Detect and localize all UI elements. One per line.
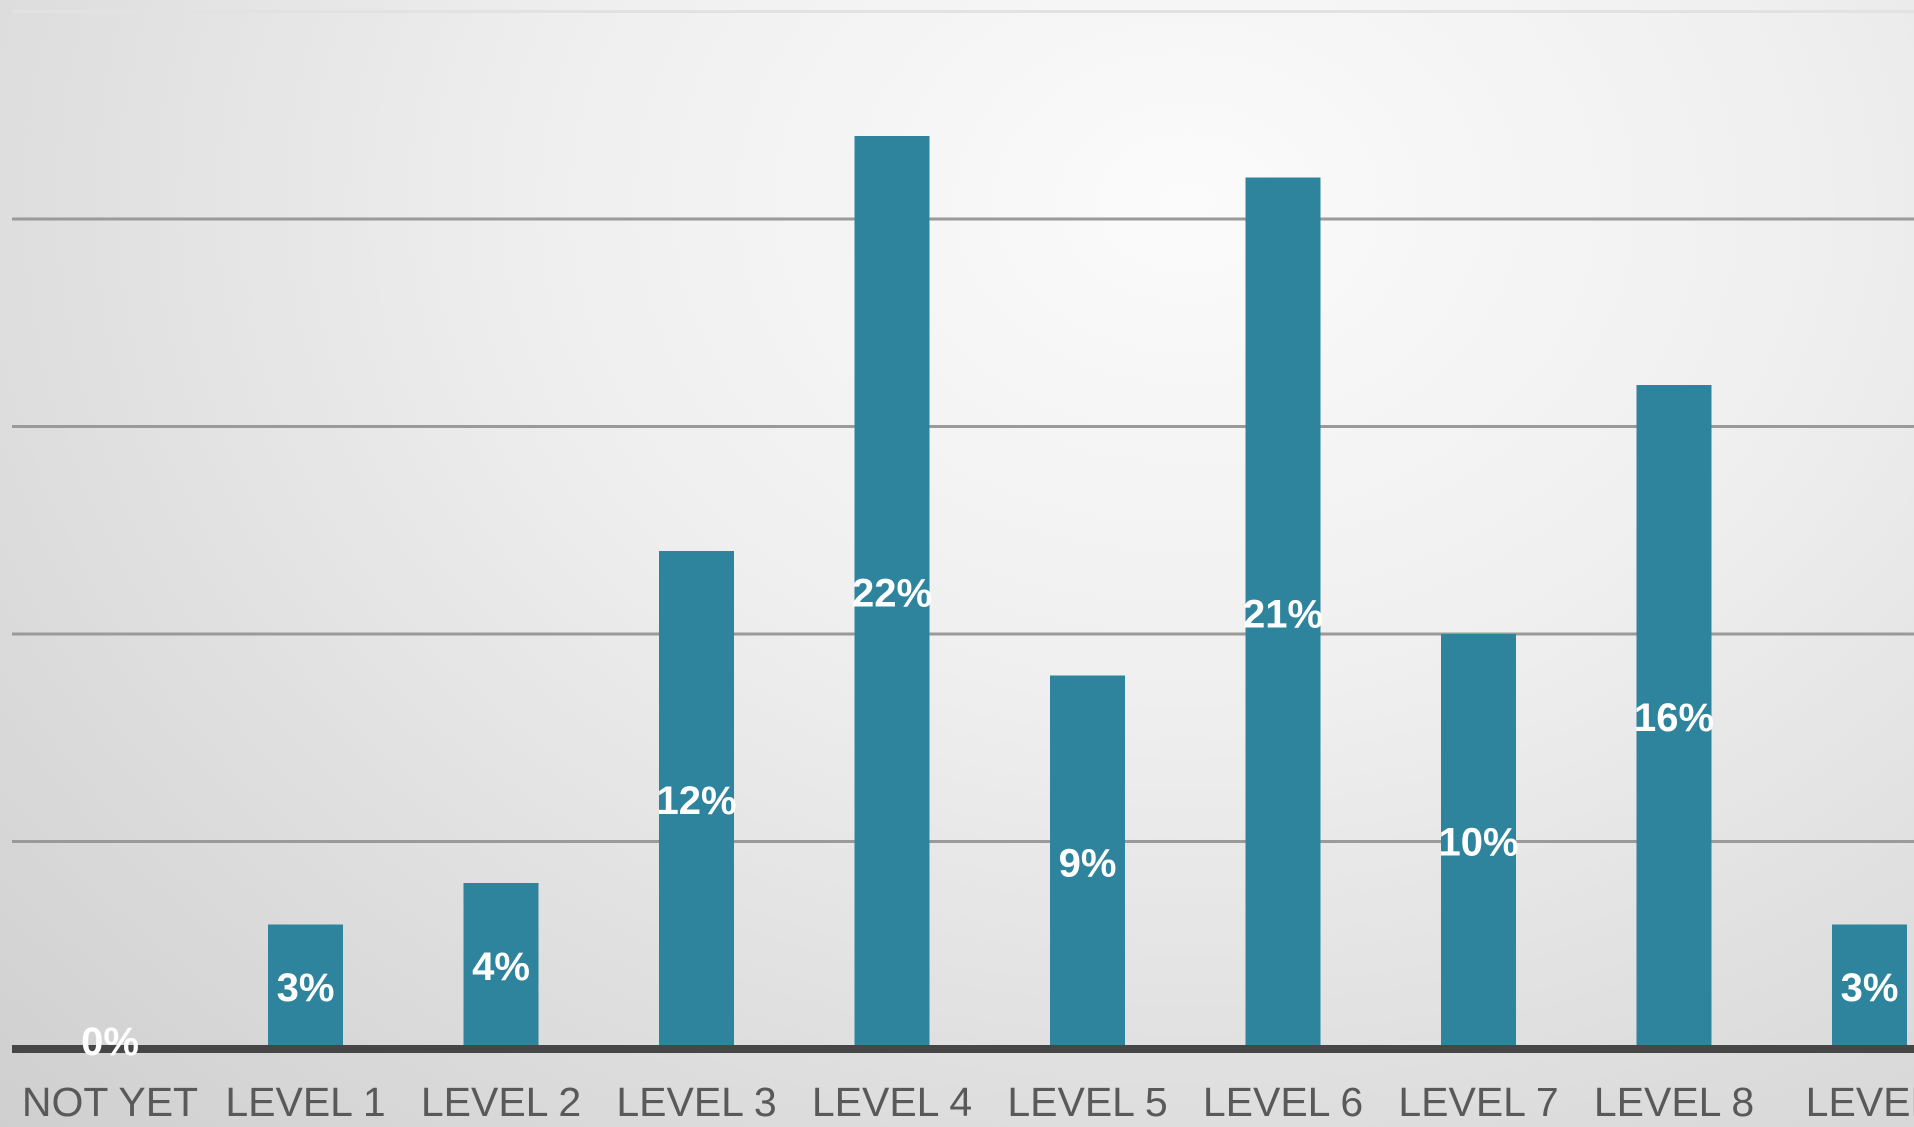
category-tick-label: LEVEL 7 [1398,1079,1558,1125]
bar [1832,924,1907,1049]
category-tick-label: LEVEL 8 [1594,1079,1754,1125]
data-labels: 0% 3% 4% 12% 22% 9% 21% 10% 16% 3% [81,572,1898,1065]
bar [659,551,734,1049]
data-label: 4% [472,945,530,989]
category-tick-labels: NOT YET LEVEL 1 LEVEL 2 LEVEL 3 LEVEL 4 LEVEL… [22,1079,1914,1125]
data-label: 22% [852,572,932,616]
category-tick-label: LEVEL 5 [1007,1079,1167,1125]
category-tick-label: LEVEL 6 [1203,1079,1363,1125]
bar [1636,385,1712,1049]
category-tick-label: LEVEL 3 [616,1079,776,1125]
data-label: 3% [277,966,335,1010]
data-label: 16% [1634,696,1714,740]
bar [1050,675,1125,1049]
category-tick-label: NOT YET [22,1079,198,1125]
bar [463,883,539,1049]
data-label: 9% [1059,841,1117,885]
gridlines [12,10,1914,843]
data-label: 0% [81,1020,139,1064]
bars [268,136,1907,1049]
category-tick-label: LEVEL 1 [225,1079,385,1125]
category-tick-label: LEVEL 4 [812,1079,972,1125]
bar [1245,177,1321,1049]
data-label: 21% [1243,592,1323,636]
data-label: 12% [656,779,736,823]
category-tick-label: LEVEL [1806,1079,1914,1125]
data-label: 10% [1438,821,1518,865]
bar [854,136,930,1049]
bar [1441,634,1516,1049]
bar [268,924,343,1049]
category-tick-label: LEVEL 2 [421,1079,581,1125]
data-label: 3% [1841,966,1899,1010]
